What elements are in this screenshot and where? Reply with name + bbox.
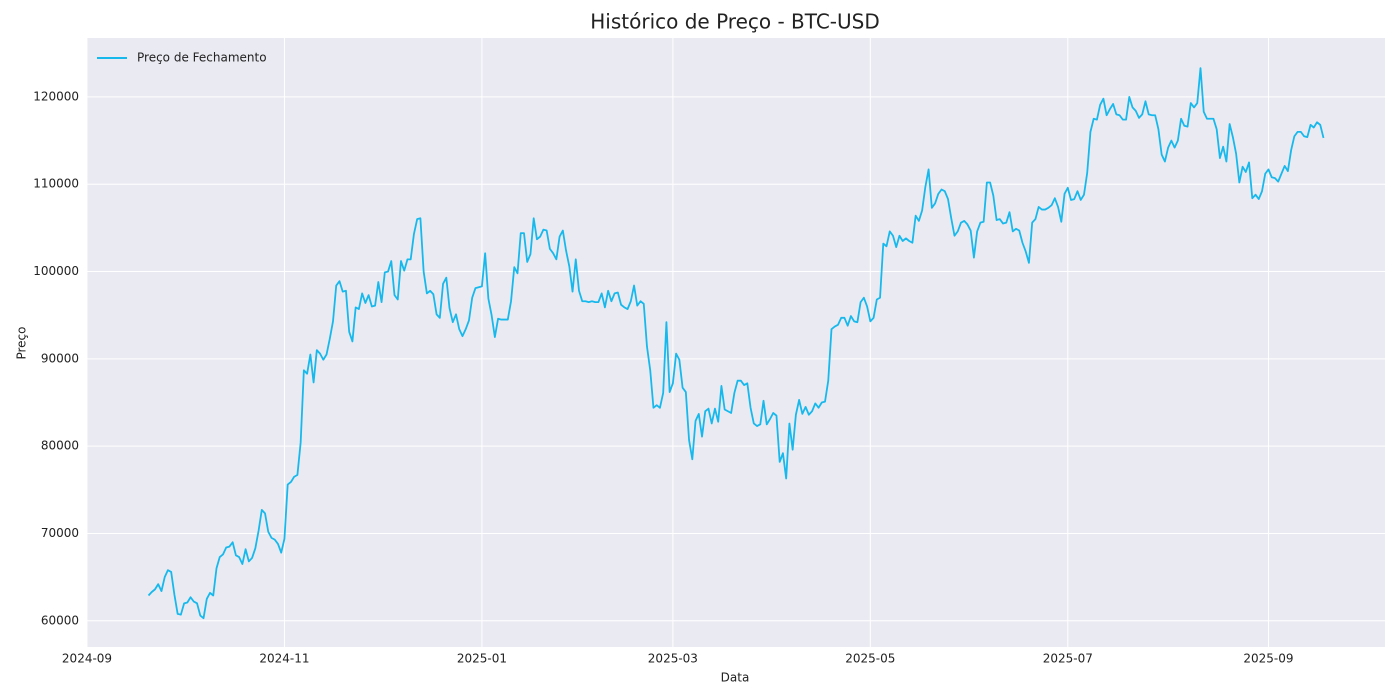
x-tick-label: 2025-01 [457,652,507,666]
x-tick-label: 2025-09 [1243,652,1293,666]
x-tick-label: 2025-03 [648,652,698,666]
y-tick-label: 120000 [33,89,79,103]
y-tick-label: 80000 [41,439,79,453]
x-tick-label: 2025-07 [1043,652,1093,666]
plot-area [87,38,1385,647]
legend-label: Preço de Fechamento [137,51,267,65]
price-line [147,67,1325,620]
y-tick-label: 60000 [41,613,79,627]
x-tick-label: 2024-11 [259,652,309,666]
x-tick-label: 2024-09 [62,652,112,666]
y-tick-label: 90000 [41,351,79,365]
x-tick-label: 2025-05 [845,652,895,666]
y-axis-label: Preço [15,326,29,359]
grid [86,38,1385,647]
y-tick-label: 110000 [33,177,79,191]
x-axis-label: Data [721,671,750,685]
y-tick-label: 100000 [33,264,79,278]
chart-title: Histórico de Preço - BTC-USD [590,10,879,34]
y-tick-label: 70000 [41,526,79,540]
